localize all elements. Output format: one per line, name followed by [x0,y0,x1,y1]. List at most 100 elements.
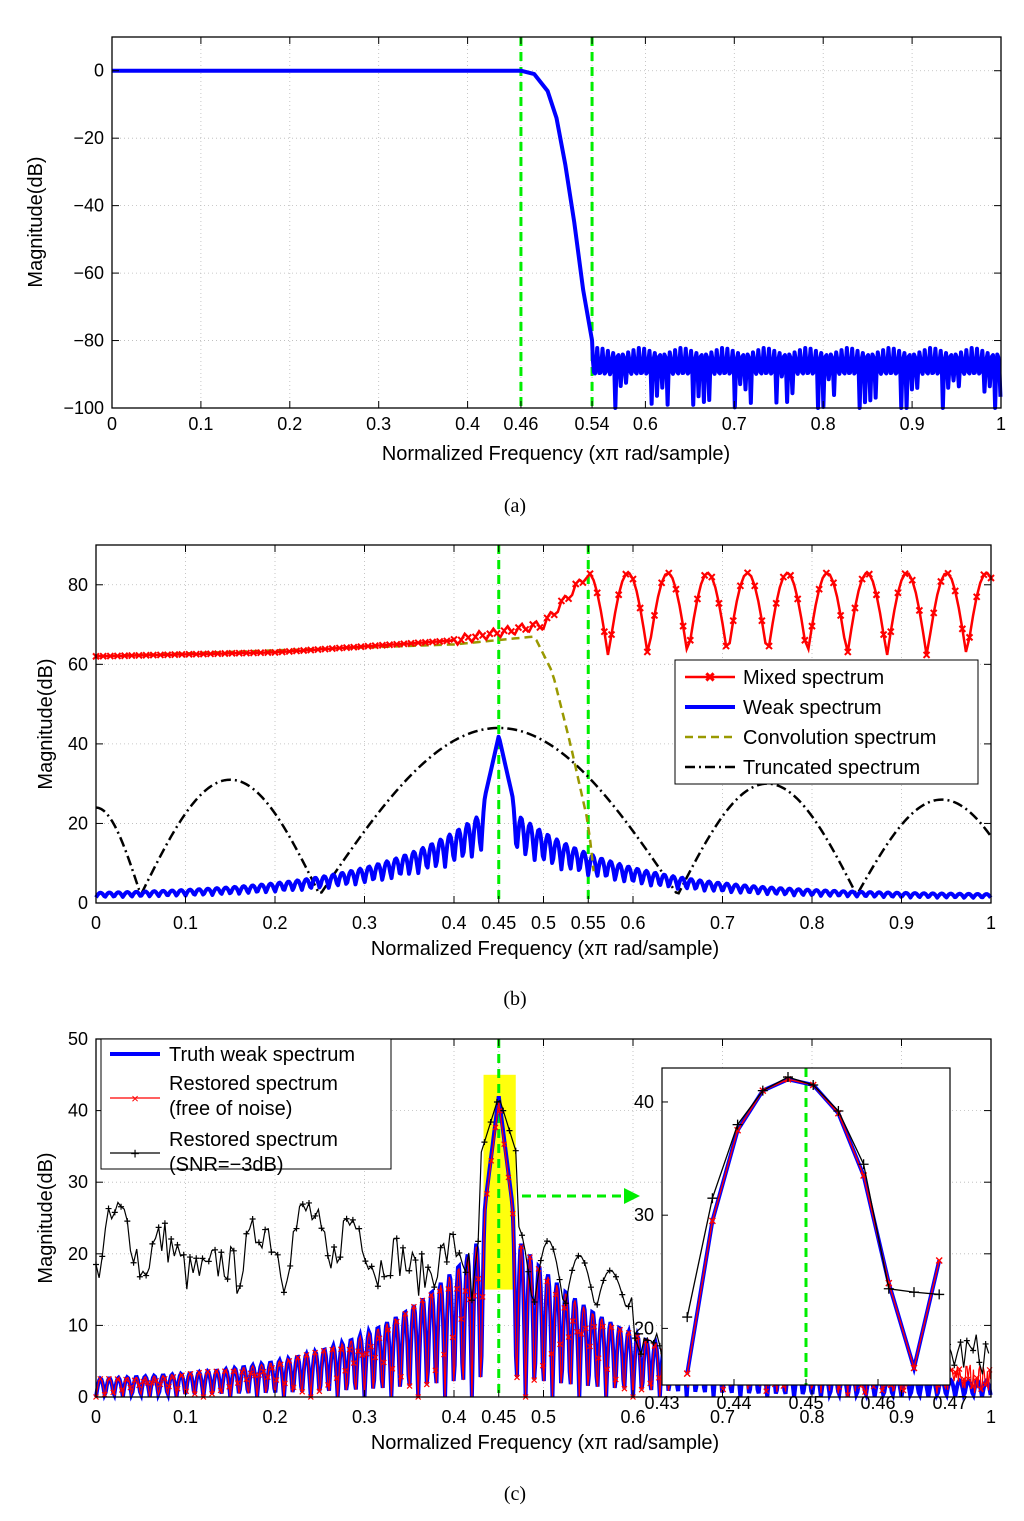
restored-noisy-marker [600,1277,607,1284]
restored-clean-marker [496,1107,503,1114]
mixed-spectrum-marker [536,623,544,632]
mixed-spectrum-marker [299,646,308,655]
restored-clean-marker [608,1324,615,1331]
restored-noisy-marker [519,1232,526,1239]
panel-a-xtick-label: 0.3 [366,414,391,434]
restored-clean-marker [105,1375,112,1382]
mixed-spectrum-marker [278,648,286,656]
restored-noisy-marker [274,1251,281,1258]
restored-clean-marker [557,1341,563,1348]
inset-xtick-label: 0.44 [716,1393,751,1413]
restored-clean-marker [419,1297,426,1304]
restored-clean-marker [449,1334,456,1341]
panel-a-ylabel: Magnitude(dB) [25,156,47,287]
mixed-spectrum-marker [378,641,387,649]
mixed-spectrum-marker [808,622,816,630]
restored-clean-marker [393,1318,400,1325]
restored-clean-marker [445,1286,452,1292]
mixed-spectrum-marker [235,649,243,657]
mixed-spectrum-marker [364,642,372,650]
restored-clean-marker [428,1292,435,1299]
restored-noisy-marker [130,1259,137,1266]
panel-a-xtick-label: 0.46 [503,414,538,434]
panel-a-xtick-label: 0.4 [455,414,480,434]
restored-clean-marker [965,1376,972,1383]
restored-clean-marker [209,1390,215,1397]
restored-clean-marker [123,1376,129,1383]
inset-restored-noisy-marker [707,1193,718,1204]
mixed-spectrum-marker [844,648,852,656]
restored-clean-marker [458,1316,465,1322]
restored-noisy-marker [255,1239,262,1246]
restored-clean-marker [239,1369,245,1376]
restored-clean-marker [337,1346,344,1353]
mixed-spectrum-marker [743,569,752,577]
mixed-spectrum-marker [271,648,279,657]
panel-c-xtick-label: 0.45 [481,1407,516,1427]
restored-noisy-marker [199,1255,206,1262]
mixed-spectrum-marker [665,569,673,577]
mixed-spectrum-marker [887,627,895,636]
panel-c-xtick-label: 0.8 [799,1407,824,1427]
restored-noisy-marker [218,1249,225,1256]
mixed-spectrum-marker [801,636,809,644]
restored-clean-marker [514,1374,520,1381]
restored-clean-marker [140,1378,147,1385]
restored-clean-marker [518,1243,525,1250]
restored-noisy-marker [619,1291,626,1298]
panel-a: 0 0.1 0.2 0.3 0.4 0.46 0.54 0.6 0.7 0.8 0.9 1 0 −20 −4… [25,36,1006,517]
mixed-spectrum-marker [672,585,680,593]
mixed-spectrum-marker [894,589,902,597]
mixed-spectrum-marker [872,591,881,599]
panel-a-xtick-label: 0.6 [633,414,658,434]
inset-ytick-label: 30 [634,1205,654,1225]
restored-clean-marker [346,1346,353,1353]
restored-clean-marker [204,1368,211,1375]
mixed-spectrum-marker [357,642,365,651]
panel-a-xtick-label: 1 [996,414,1006,434]
restored-noisy-marker [462,1269,469,1276]
mixed-spectrum-marker [371,642,379,650]
restored-clean-marker [325,1382,331,1388]
restored-clean-marker [196,1369,203,1376]
restored-noisy-marker [443,1258,450,1265]
panel-c-xtick-label: 0.2 [262,1407,287,1427]
legend-label-restored-clean-note: (free of noise) [169,1098,292,1120]
restored-clean-marker [363,1350,370,1357]
restored-noisy-marker [957,1339,964,1346]
mixed-spectrum-marker [650,611,659,620]
inset-series [682,1072,945,1378]
restored-clean-marker [625,1329,632,1336]
mixed-spectrum-marker [521,625,530,634]
mixed-spectrum-marker [307,646,315,654]
mixed-spectrum-marker [421,638,430,647]
restored-clean-marker [350,1360,357,1367]
restored-clean-marker [501,1141,508,1148]
mixed-spectrum-marker [915,606,924,615]
restored-noisy-marker [437,1244,444,1251]
mixed-spectrum-marker [600,627,609,636]
mixed-spectrum-marker [793,595,802,603]
restored-clean-marker [488,1157,495,1164]
mixed-spectrum-marker [106,652,115,660]
restored-noisy-marker [99,1253,106,1260]
mixed-spectrum-marker [214,649,222,658]
restored-noisy-marker [111,1209,118,1216]
restored-noisy-marker [381,1273,388,1280]
restored-noisy-marker [606,1267,613,1274]
mixed-spectrum-marker [607,630,616,639]
inset-restored-noisy-marker [757,1085,768,1096]
panel-a-axes-frame [111,36,1002,409]
mixed-spectrum-marker [708,573,716,581]
mixed-spectrum-marker [292,647,301,655]
restored-clean-marker [282,1380,288,1387]
filter-response-line [112,68,1003,410]
restored-clean-marker [398,1373,404,1380]
restored-clean-marker [402,1310,409,1317]
restored-clean-marker [526,1254,533,1261]
mixed-spectrum-marker [622,570,630,578]
restored-clean-marker [342,1367,349,1374]
panel-c-inset: 0.43 0.44 0.45 0.46 0.47 20 30 40 [634,1067,968,1413]
mixed-spectrum-marker [829,579,838,587]
restored-clean-marker [221,1368,228,1375]
